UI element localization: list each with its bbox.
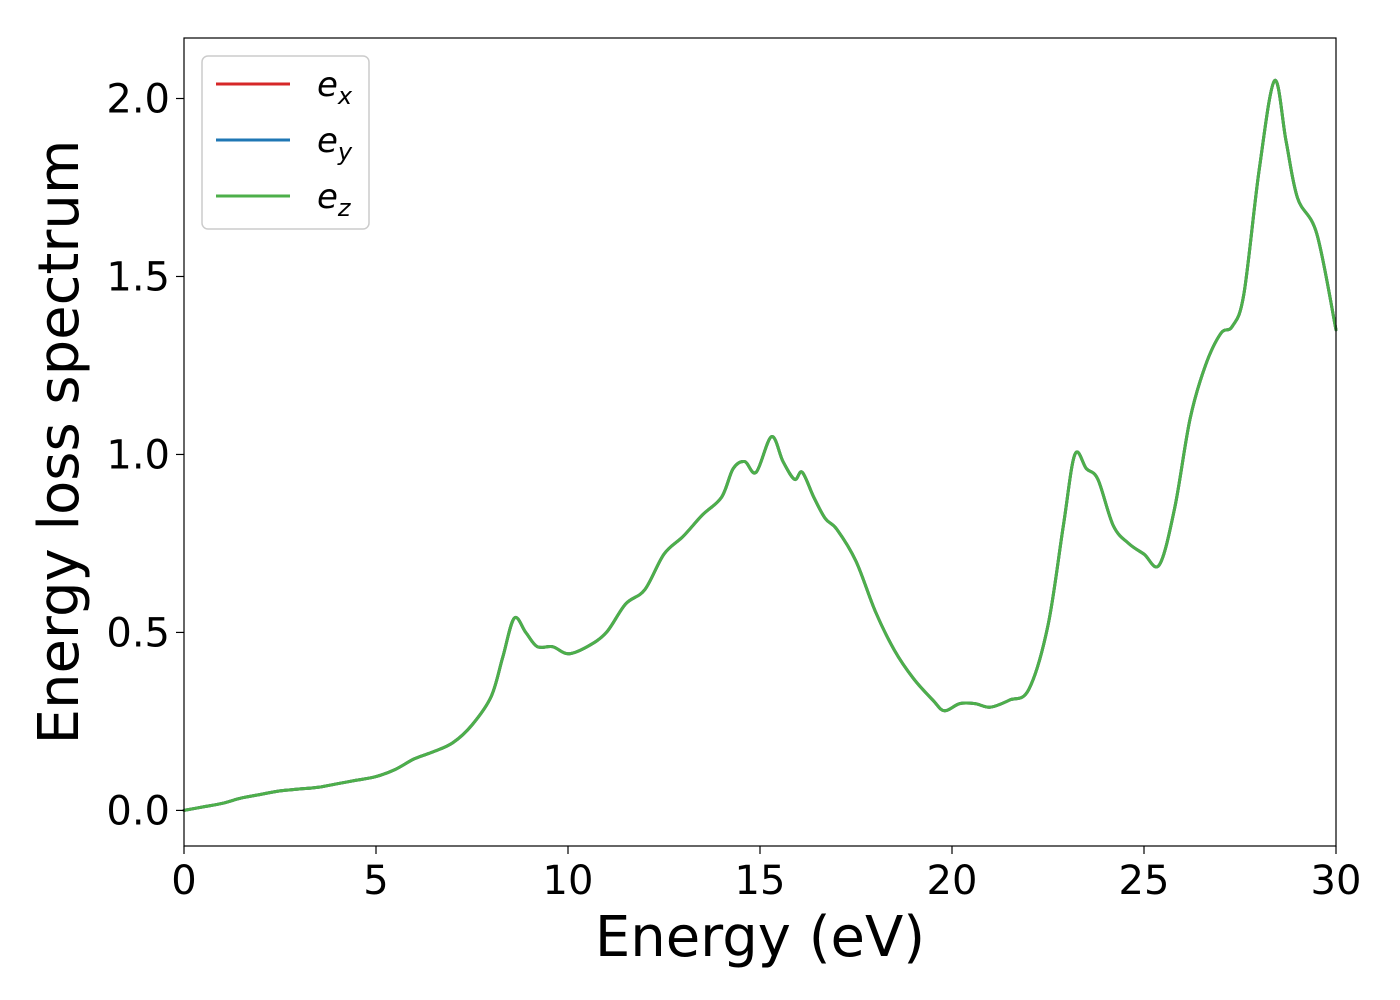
legend-label-subscript: y bbox=[337, 138, 353, 166]
y-axis-ticks: 0.0 0.5 1.0 1.5 2.0 bbox=[106, 77, 184, 834]
series-line-ez bbox=[182, 79, 1338, 812]
y-tick-label: 1.5 bbox=[106, 254, 170, 300]
x-axis-title: Energy (eV) bbox=[595, 905, 925, 970]
legend-label-ex: ex bbox=[317, 65, 353, 110]
x-tick-label: 20 bbox=[927, 858, 978, 904]
x-axis-ticks: 0 5 10 15 20 25 30 bbox=[171, 846, 1361, 904]
y-tick-label: 1.0 bbox=[106, 432, 170, 478]
x-tick-label: 30 bbox=[1311, 858, 1362, 904]
legend-label-subscript: z bbox=[337, 194, 352, 222]
y-tick-label: 0.0 bbox=[106, 788, 170, 834]
y-axis-title: Energy loss spectrum bbox=[27, 140, 92, 745]
legend-label-ey: ey bbox=[317, 121, 353, 166]
legend-label-ez: ez bbox=[317, 177, 352, 222]
x-tick-label: 10 bbox=[543, 858, 594, 904]
legend-box bbox=[201, 55, 370, 230]
x-tick-label: 5 bbox=[363, 858, 388, 904]
legend-label-subscript: x bbox=[337, 82, 353, 110]
x-tick-label: 15 bbox=[735, 858, 786, 904]
legend-label-base: e bbox=[317, 177, 338, 217]
x-tick-label: 25 bbox=[1119, 858, 1170, 904]
legend-label-base: e bbox=[317, 121, 338, 161]
legend-label-base: e bbox=[317, 65, 338, 105]
y-tick-label: 0.5 bbox=[106, 610, 170, 656]
plot-lines bbox=[182, 79, 1338, 812]
x-tick-label: 0 bbox=[171, 858, 196, 904]
y-tick-label: 2.0 bbox=[106, 77, 170, 123]
